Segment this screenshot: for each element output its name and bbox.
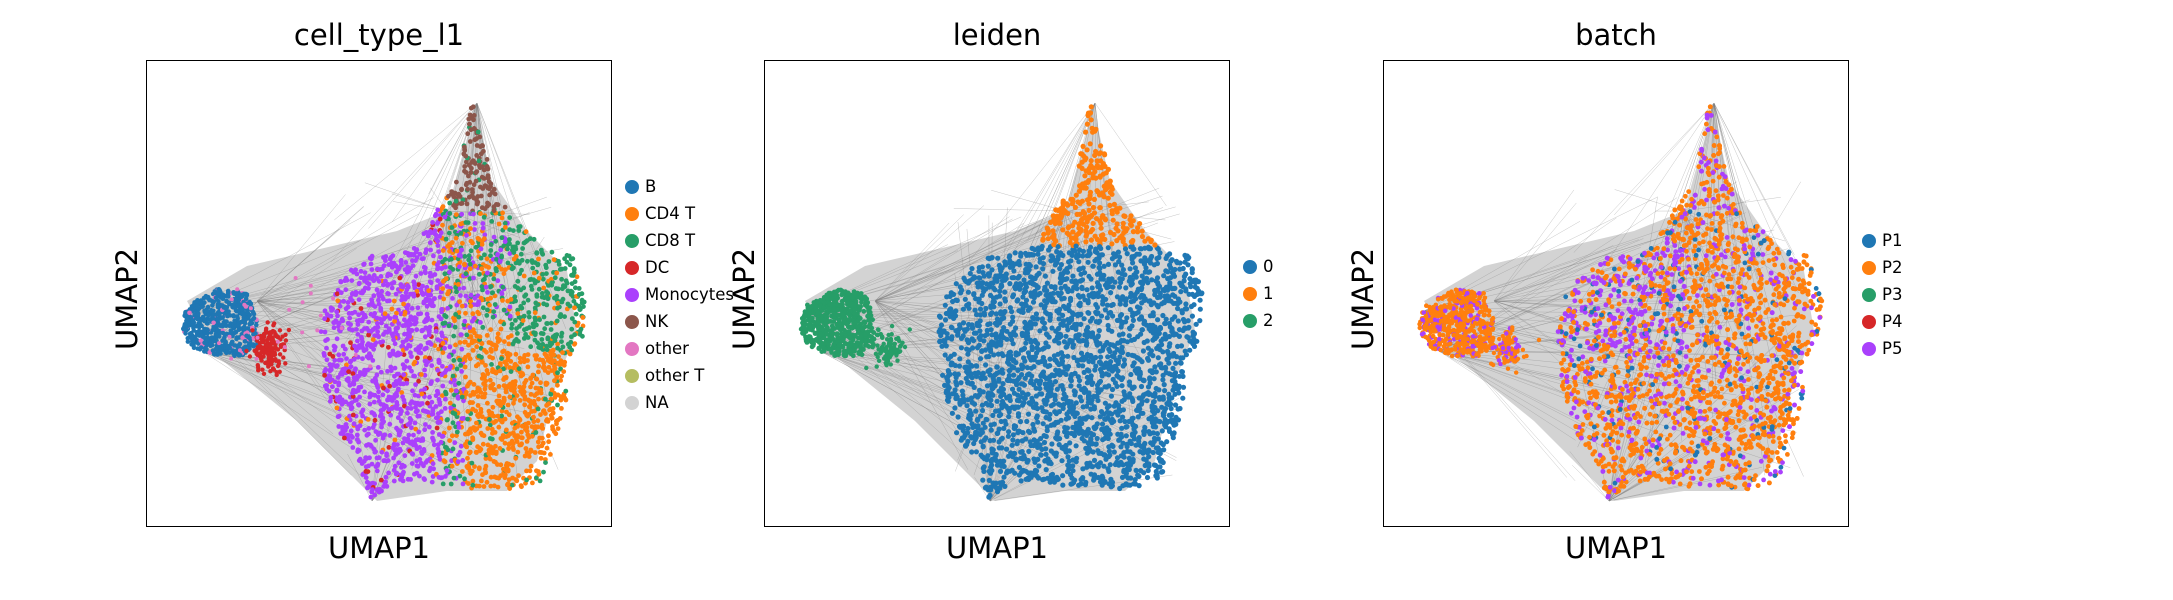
plot-area bbox=[764, 60, 1230, 527]
umap-scatter bbox=[181, 102, 587, 502]
legend-item: P2 bbox=[1862, 254, 1902, 281]
legend-marker bbox=[625, 233, 639, 248]
legend-item: 0 bbox=[1243, 253, 1274, 280]
point-cloud bbox=[318, 104, 587, 500]
legend-marker bbox=[1243, 286, 1257, 301]
legend-item: P1 bbox=[1862, 227, 1902, 254]
legend-label: CD8 T bbox=[645, 231, 696, 250]
legend-marker bbox=[1862, 287, 1876, 302]
legend-item: B bbox=[625, 173, 734, 200]
point-cloud bbox=[1555, 104, 1825, 500]
legend-label: DC bbox=[645, 258, 670, 277]
panel-title: batch bbox=[1575, 18, 1657, 52]
legend: 0 1 2 bbox=[1243, 253, 1274, 334]
legend-label: 1 bbox=[1263, 284, 1274, 303]
legend-item: DC bbox=[625, 254, 734, 281]
x-axis-label: UMAP1 bbox=[1564, 531, 1668, 565]
legend-label: CD4 T bbox=[645, 204, 696, 223]
legend-marker bbox=[1862, 233, 1876, 248]
legend-label: P2 bbox=[1882, 258, 1903, 277]
dc-cluster bbox=[217, 276, 373, 378]
legend-item: P5 bbox=[1862, 335, 1902, 362]
legend-marker bbox=[625, 206, 639, 221]
legend-label: Monocytes bbox=[645, 285, 734, 304]
legend-label: NA bbox=[645, 393, 669, 412]
legend-marker bbox=[625, 341, 639, 356]
point-cloud bbox=[1417, 287, 1496, 359]
legend-label: 2 bbox=[1263, 311, 1274, 330]
legend-item: 1 bbox=[1243, 280, 1274, 307]
y-axis-label: UMAP2 bbox=[110, 247, 144, 350]
x-axis-label: UMAP1 bbox=[327, 531, 431, 565]
legend-label: P3 bbox=[1882, 285, 1903, 304]
point-cloud bbox=[936, 104, 1205, 500]
legend-item: P3 bbox=[1862, 281, 1902, 308]
legend-label: other T bbox=[645, 366, 705, 385]
panel-title: cell_type_l1 bbox=[293, 18, 465, 52]
legend-label: 0 bbox=[1263, 257, 1274, 276]
legend-label: NK bbox=[645, 312, 669, 331]
legend-marker bbox=[1243, 313, 1257, 328]
legend-marker bbox=[1243, 259, 1257, 274]
legend-marker bbox=[1862, 260, 1876, 275]
legend: B CD4 T CD8 T DC Monocytes NK other other T NA bbox=[625, 173, 734, 416]
legend-item: other bbox=[625, 335, 734, 362]
point-cloud bbox=[798, 287, 877, 359]
plot-area bbox=[1383, 60, 1849, 527]
legend: P1 P2 P3 P4 P5 bbox=[1862, 227, 1902, 362]
legend-label: other bbox=[645, 339, 689, 358]
legend-marker bbox=[625, 260, 639, 275]
legend-label: P5 bbox=[1882, 339, 1903, 358]
y-axis-label: UMAP2 bbox=[1346, 247, 1380, 350]
legend-marker bbox=[625, 368, 639, 383]
point-cloud bbox=[181, 287, 260, 359]
legend-marker bbox=[625, 395, 639, 410]
panel-title: leiden bbox=[952, 18, 1042, 52]
legend-item: CD4 T bbox=[625, 200, 734, 227]
umap-scatter bbox=[1417, 102, 1825, 502]
legend-item: NA bbox=[625, 389, 734, 416]
plot-area bbox=[146, 60, 612, 527]
legend-item: other T bbox=[625, 362, 734, 389]
small-cluster bbox=[864, 323, 912, 371]
small-cluster bbox=[1487, 325, 1542, 375]
legend-item: NK bbox=[625, 308, 734, 335]
legend-label: P1 bbox=[1882, 231, 1903, 250]
legend-item: Monocytes bbox=[625, 281, 734, 308]
legend-item: CD8 T bbox=[625, 227, 734, 254]
x-axis-label: UMAP1 bbox=[945, 531, 1049, 565]
legend-item: 2 bbox=[1243, 307, 1274, 334]
umap-scatter bbox=[798, 102, 1205, 502]
legend-marker bbox=[625, 179, 639, 194]
legend-marker bbox=[1862, 314, 1876, 329]
legend-marker bbox=[625, 287, 639, 302]
legend-label: B bbox=[645, 177, 657, 196]
legend-label: P4 bbox=[1882, 312, 1903, 331]
legend-item: P4 bbox=[1862, 308, 1902, 335]
y-axis-label: UMAP2 bbox=[727, 247, 761, 350]
legend-marker bbox=[625, 314, 639, 329]
legend-marker bbox=[1862, 341, 1876, 356]
